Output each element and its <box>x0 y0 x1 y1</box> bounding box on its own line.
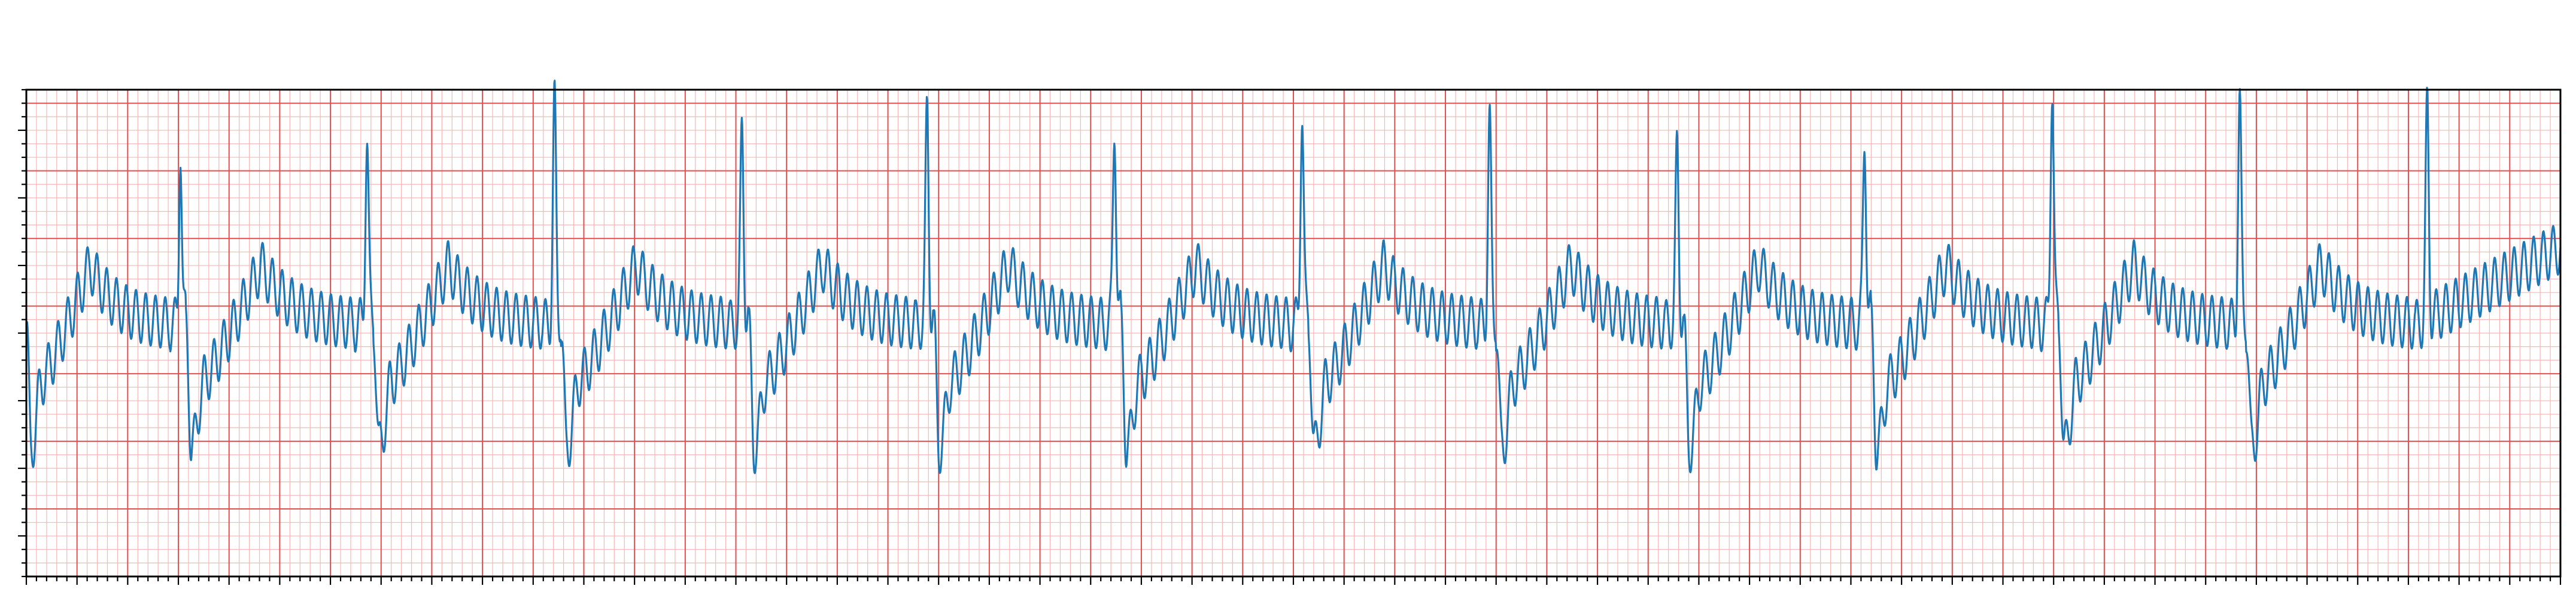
plot-area <box>18 81 2560 585</box>
